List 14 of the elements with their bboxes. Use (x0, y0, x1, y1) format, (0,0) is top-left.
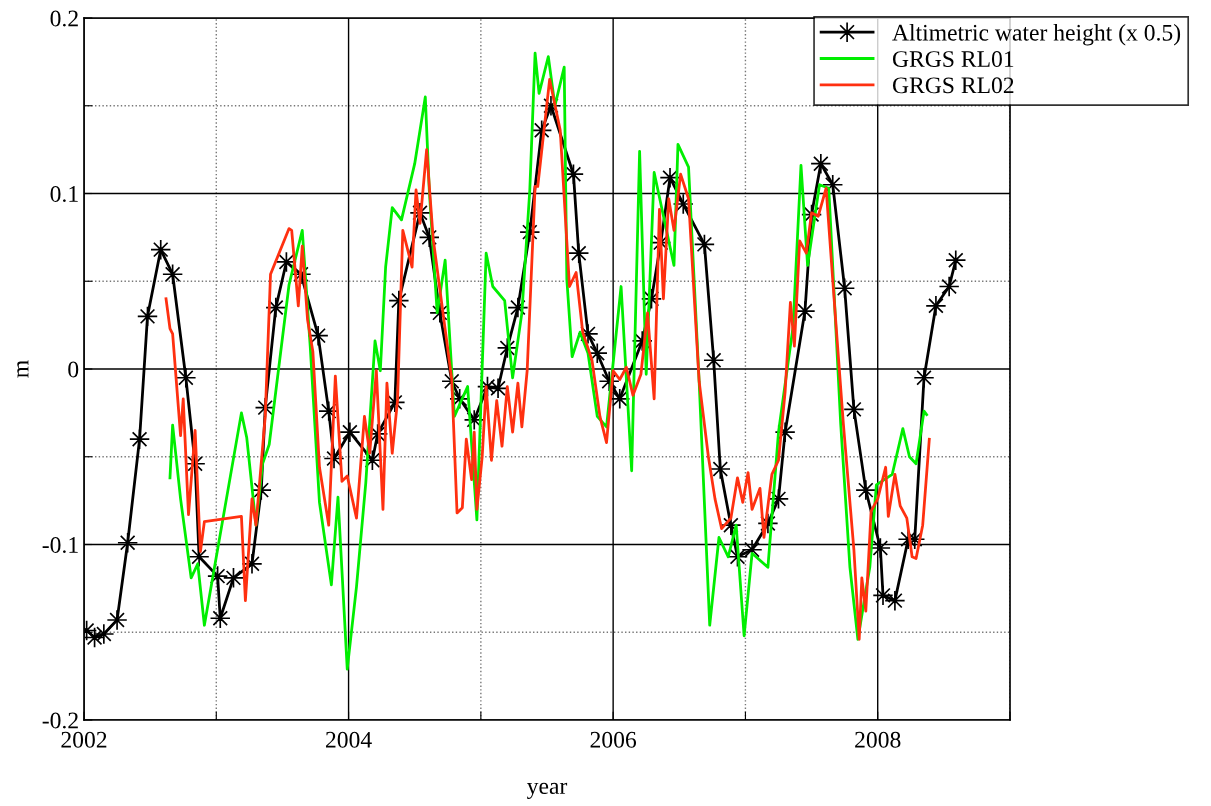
y-tick-label: 0.1 (50, 185, 78, 203)
x-tick-label: 2008 (855, 731, 901, 748)
x-tick-label: 2006 (590, 731, 637, 748)
x-tick-label: 2002 (61, 731, 107, 748)
x-axis-title: year (526, 782, 568, 799)
y-tick-label: 0 (68, 361, 79, 378)
x-tick-label: 2004 (326, 731, 372, 748)
y-tick-label: -0.2 (42, 712, 78, 729)
y-tick-label: -0.1 (42, 536, 78, 554)
legend-label: Altimetric water height (x 0.5) (892, 24, 1181, 46)
y-axis-title: m (17, 360, 29, 378)
legend-label: GRGS RL02 (892, 77, 1014, 94)
legend-label: GRGS RL01 (892, 51, 1014, 67)
y-tick-label: 0.2 (50, 10, 78, 27)
